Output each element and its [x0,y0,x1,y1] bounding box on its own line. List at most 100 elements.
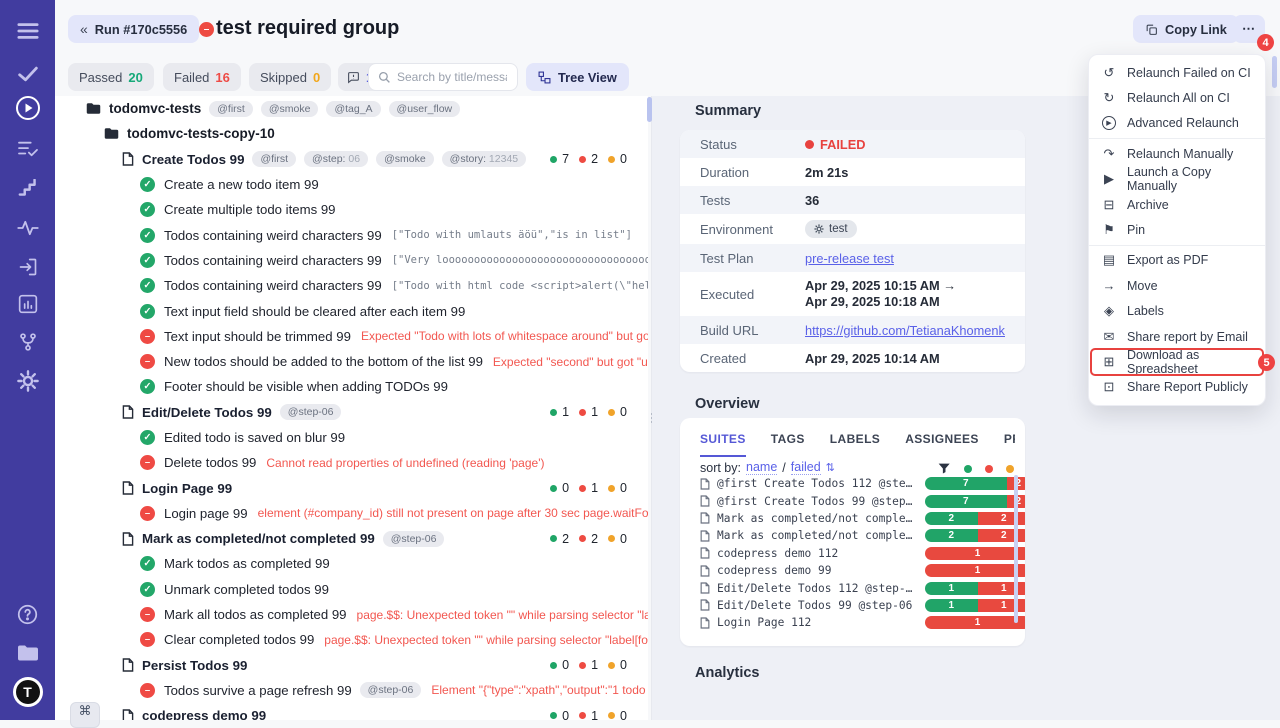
menu-item-share-report-publicly[interactable]: ⊡ Share Report Publicly [1089,375,1265,400]
filter-skipped[interactable]: Skipped 0 [249,63,332,91]
check-icon[interactable] [0,60,55,88]
search-box[interactable] [368,63,518,91]
tree-test-row[interactable]: – Mark all todos as completed 99 page.$$: … [55,602,648,627]
overview-suite-row[interactable]: @first Create Todos 112 @ste… 7 2 [700,475,1025,492]
tree-test-row[interactable]: ✓ Mark todos as completed 99 [55,551,648,576]
menu-icon[interactable] [0,17,55,45]
tag-pill[interactable]: @story: 12345 [441,151,527,168]
menu-item-advanced-relaunch[interactable]: ▶ Advanced Relaunch [1089,111,1265,136]
menu-item-pin[interactable]: ⚑ Pin [1089,217,1265,242]
sort-direction-icon[interactable]: ⇅ [825,462,835,474]
tag-pill[interactable]: @user_flow [388,100,461,117]
sign-in-icon[interactable] [0,253,55,281]
menu-item-archive[interactable]: ⊟ Archive [1089,192,1265,217]
git-branch-icon[interactable] [0,328,55,356]
tag-pill[interactable]: @step: 06 [304,151,369,168]
tree-test-row[interactable]: – New todos should be added to the bottom… [55,349,648,374]
tag-pill[interactable]: @step-06 [382,530,445,547]
menu-item-share-report-by-email[interactable]: ✉ Share report by Email [1089,324,1265,349]
sort-by-name-link[interactable]: name [746,460,778,475]
filter-failed[interactable]: Failed 16 [163,63,241,91]
overview-suite-row[interactable]: Mark as completed/not comple… 2 2 [700,510,1025,527]
menu-item-download-as-spreadsheet[interactable]: ⊞ Download as Spreadsheet [1089,348,1265,376]
tag-pill[interactable]: @first [252,151,297,168]
tag-pill[interactable]: @step-06 [279,404,342,421]
tree-test-row[interactable]: ✓ Unmark completed todos 99 [55,577,648,602]
tag-pill[interactable]: @smoke [376,151,434,168]
tree-test-row[interactable]: ✓ Todos containing weird characters 99 ["T… [55,273,648,298]
back-button[interactable]: « Run #170c5556 [68,15,200,43]
tree-test-row[interactable]: ✓ Create multiple todo items 99 [55,197,648,222]
bar-chart-icon[interactable] [0,290,55,318]
overview-tab-suites[interactable]: SUITES [700,432,746,457]
tree-test-row[interactable]: ✓ Edited todo is saved on blur 99 [55,425,648,450]
tree-suite-row[interactable]: Persist Todos 99 0 1 0 [55,652,648,678]
tree-test-row[interactable]: – Text input should be trimmed 99 Expected… [55,324,648,349]
failed-dot-toggle[interactable] [985,464,993,473]
menu-item-labels[interactable]: ◈ Labels [1089,299,1265,324]
tree-test-row[interactable]: – Login page 99 element (#company_id) stil… [55,501,648,526]
tag-pill[interactable]: @first [209,100,253,117]
count-dot [608,155,616,163]
tree-test-row[interactable]: ✓ Text input field should be cleared afte… [55,298,648,323]
funnel-icon[interactable] [938,462,951,475]
tree-suite-row[interactable]: codepress demo 99 0 1 0 [55,703,648,720]
overview-suite-row[interactable]: Edit/Delete Todos 99 @step-06 1 1 [700,597,1025,614]
menu-item-launch-a-copy-manually[interactable]: ▶ Launch a Copy Manually [1089,165,1265,193]
overview-suite-row[interactable]: Edit/Delete Todos 112 @step-… 1 1 [700,579,1025,596]
sort-by-failed-link[interactable]: failed [790,460,821,475]
overview-tab-labels[interactable]: LABELS [829,432,881,446]
steps-icon[interactable] [0,174,55,202]
activity-icon[interactable] [0,214,55,242]
copy-link-button[interactable]: Copy Link [1133,15,1239,43]
overview-suite-row[interactable]: Mark as completed/not comple… 2 2 [700,527,1025,544]
overview-tab-assignees[interactable]: ASSIGNEES [905,432,979,446]
help-icon[interactable] [0,600,55,628]
search-input[interactable] [397,70,507,84]
tree-folder-row[interactable]: todomvc-tests-copy-10 [55,121,648,146]
menu-item-relaunch-failed-on-ci[interactable]: ↺ Relaunch Failed on CI [1089,60,1265,85]
command-key-hint[interactable]: ⌘ [70,702,100,728]
menu-item-relaunch-manually[interactable]: ↷ Relaunch Manually [1089,141,1265,166]
tree-test-row[interactable]: ✓ Todos containing weird characters 99 ["V… [55,248,648,273]
tree-suite-row[interactable]: Edit/Delete Todos 99 @step-06 1 1 0 [55,399,648,425]
tree-suite-row[interactable]: Mark as completed/not completed 99 @step-… [55,526,648,552]
tree-scrollbar[interactable] [647,97,652,122]
tree-folder-row[interactable]: todomvc-tests @first @smoke @tag_A @user_flo… [55,96,648,121]
summary-row: Test Plan pre-release test [680,244,1025,272]
overview-suite-row[interactable]: @first Create Todos 99 @step… 7 2 [700,492,1025,509]
filter-passed[interactable]: Passed 20 [68,63,154,91]
environment-pill[interactable]: test [805,220,857,238]
tree-test-row[interactable]: ✓ Todos containing weird characters 99 ["T… [55,222,648,247]
tag-pill[interactable]: @step-06 [359,682,422,699]
tree-view-button[interactable]: Tree View [526,63,629,91]
gear-icon[interactable] [0,367,55,395]
tree-test-row[interactable]: – Todos survive a page refresh 99 @step-06… [55,678,648,703]
folder-icon[interactable] [0,639,55,667]
list-check-icon[interactable] [0,135,55,163]
overview-tab-priority[interactable]: PRIORITY [1003,432,1015,446]
menu-item-move[interactable]: → Move [1089,273,1265,298]
overview-scrollbar[interactable] [1014,475,1018,623]
tree-suite-row[interactable]: Login Page 99 0 1 0 [55,475,648,501]
tree-test-row[interactable]: ✓ Create a new todo item 99 [55,172,648,197]
play-circle-icon[interactable] [0,94,55,122]
tree-test-row[interactable]: ✓ Footer should be visible when adding TO… [55,374,648,399]
overview-suite-row[interactable]: codepress demo 99 1 [700,562,1025,579]
page-scrollbar[interactable] [1272,56,1277,88]
summary-link[interactable]: https://github.com/TetianaKhomenko/Load-… [805,322,1005,338]
tree-test-row[interactable]: – Delete todos 99 Cannot read properties o… [55,450,648,475]
overview-suite-row[interactable]: Login Page 112 1 [700,614,1025,631]
tree-test-row[interactable]: – Clear completed todos 99 page.$$: Unexpe… [55,627,648,652]
menu-item-export-as-pdf[interactable]: ▤ Export as PDF [1089,248,1265,273]
tag-pill[interactable]: @smoke [260,100,319,117]
skipped-dot-toggle[interactable] [1006,464,1014,473]
overview-tab-tags[interactable]: TAGS [770,432,805,446]
passed-dot-toggle[interactable] [964,464,972,473]
tree-suite-row[interactable]: Create Todos 99 @first @step: 06 @smoke @sto… [55,146,648,172]
overview-suite-row[interactable]: codepress demo 112 1 [700,545,1025,562]
logo-avatar[interactable]: T [0,677,55,707]
tag-pill[interactable]: @tag_A [326,100,381,117]
summary-link[interactable]: pre-release test [805,250,894,266]
menu-item-relaunch-all-on-ci[interactable]: ↻ Relaunch All on CI [1089,85,1265,110]
